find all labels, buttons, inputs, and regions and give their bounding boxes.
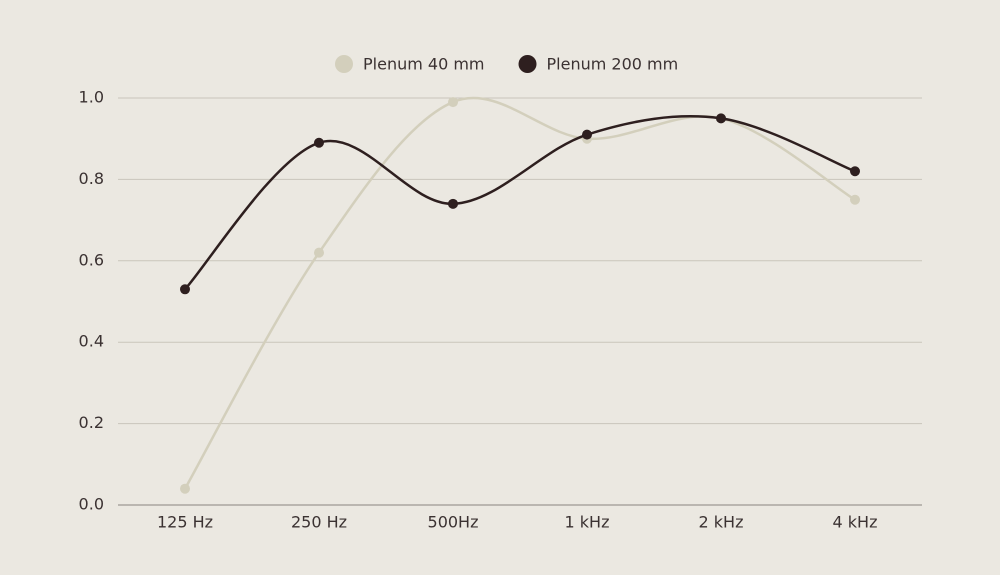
x-tick-label: 500Hz: [428, 513, 479, 532]
data-point: [582, 129, 592, 140]
data-point: [850, 194, 860, 205]
x-tick-label: 125 Hz: [157, 513, 213, 532]
legend-label: Plenum 200 mm: [547, 55, 679, 74]
x-tick-label: 2 kHz: [699, 513, 744, 532]
data-point: [716, 113, 726, 124]
data-point: [314, 247, 324, 258]
y-tick-label: 0.2: [79, 413, 104, 432]
legend-marker: [518, 55, 537, 73]
y-tick-label: 0.0: [79, 495, 104, 514]
data-point: [180, 483, 190, 494]
series-line: [184, 115, 856, 291]
data-point: [314, 137, 324, 148]
y-tick-label: 0.8: [79, 169, 104, 188]
data-point: [180, 284, 190, 295]
x-tick-label: 4 kHz: [833, 513, 878, 532]
x-tick-label: 250 Hz: [291, 513, 347, 532]
y-tick-label: 1.0: [79, 88, 104, 107]
legend-marker: [335, 55, 353, 73]
y-tick-label: 0.6: [79, 250, 104, 269]
data-point: [448, 97, 458, 108]
data-point: [850, 166, 860, 177]
y-tick-label: 0.4: [79, 332, 104, 351]
data-point: [448, 198, 458, 209]
legend-label: Plenum 40 mm: [363, 55, 485, 74]
x-tick-label: 1 kHz: [565, 513, 610, 532]
